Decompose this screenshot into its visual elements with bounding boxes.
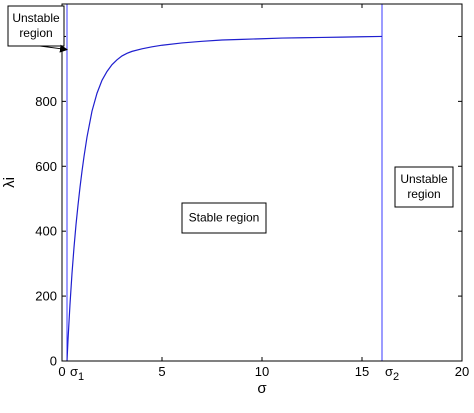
annotation-text: Unstable	[12, 11, 60, 25]
annotation-text: region	[19, 26, 52, 40]
annotation-arrow	[39, 44, 68, 53]
annotation-text: Stable region	[189, 211, 260, 225]
boundary-lines	[66, 4, 383, 361]
y-tick-label: 0	[50, 354, 57, 369]
boundary-label-2: σ2	[385, 364, 399, 383]
tick-label-group: 0510152002004006008001000σ1σ2	[28, 29, 469, 383]
axis-label-group: σ λi	[1, 177, 267, 397]
y-tick-label: 400	[35, 224, 57, 239]
series-line-1	[66, 35, 383, 362]
x-tick-label: 0	[58, 364, 65, 379]
annotation-text: region	[407, 187, 440, 201]
series-group	[66, 35, 383, 362]
annotation-box	[394, 166, 454, 208]
annotation-stable: Stable region	[181, 202, 267, 234]
y-tick-label: 800	[35, 94, 57, 109]
boundary-label-1: σ1	[70, 364, 84, 383]
annotation-box	[7, 5, 65, 47]
x-tick-label: 5	[158, 364, 165, 379]
annotation-text: Unstable	[400, 172, 448, 186]
tick-group	[61, 4, 463, 362]
y-tick-label: 600	[35, 159, 57, 174]
x-tick-label: 20	[455, 364, 469, 379]
x-tick-label: 10	[255, 364, 269, 379]
y-axis-label: λi	[1, 177, 18, 188]
x-tick-label: 15	[355, 364, 369, 379]
x-axis-label: σ	[257, 380, 267, 397]
annotation-box	[181, 202, 267, 234]
y-tick-label: 200	[35, 289, 57, 304]
